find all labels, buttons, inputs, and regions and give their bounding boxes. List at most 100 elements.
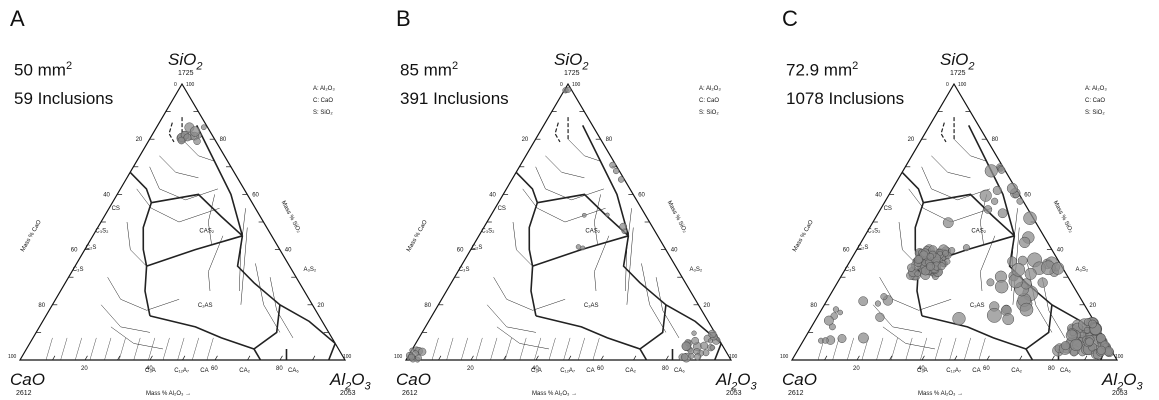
inclusion-point	[709, 344, 716, 351]
isotherm-curve	[240, 227, 248, 305]
legend-entry: S: SiO₂	[1085, 110, 1105, 116]
legend-entry: C: CaO	[699, 98, 720, 104]
inclusion-point	[613, 167, 620, 175]
isotherm-curve	[110, 326, 164, 350]
inclusion-point	[926, 252, 935, 261]
isotherm-curve	[207, 194, 215, 245]
inclusion-point	[565, 86, 572, 93]
phase-label: C₃A	[145, 368, 156, 374]
isotherm-curve	[920, 337, 928, 361]
tick-label: 60	[1024, 192, 1031, 198]
phase-boundary	[279, 304, 336, 345]
tick-label: 80	[220, 137, 227, 143]
tick-label: 100	[958, 82, 967, 88]
phase-label: CS	[498, 206, 506, 212]
tick-label: 40	[489, 192, 496, 198]
inclusion-point	[986, 307, 1002, 323]
vertex-al2o3: Al2O3	[716, 370, 757, 393]
phase-label: A₃S₂	[689, 267, 702, 273]
isotherm-curve	[872, 304, 922, 333]
inclusion-point	[605, 212, 610, 218]
tick-label: 100	[186, 82, 195, 88]
area-label: 85 mm2	[400, 60, 459, 80]
isotherm-curve	[149, 166, 219, 201]
vertex-sio2: SiO2	[554, 50, 589, 73]
inclusion-point	[837, 334, 847, 343]
isotherm-curve	[522, 188, 606, 223]
inclusion-point	[189, 126, 201, 137]
vertex-cao: CaO	[782, 370, 817, 389]
tick-label: 100	[729, 354, 738, 360]
inclusion-point	[694, 353, 702, 361]
isotherm-curve	[107, 277, 180, 311]
phase-boundary	[528, 202, 539, 267]
phase-label: A₃S₂	[1075, 267, 1088, 273]
phase-label: CS	[112, 206, 120, 212]
tick-label: 60	[71, 248, 78, 254]
legend-key: A: Al₂O₃ C: CaO S: SiO₂	[313, 83, 335, 119]
isotherm-curve	[655, 277, 680, 339]
tick-label: 40	[918, 366, 925, 372]
axis-tick	[214, 355, 218, 361]
phase-boundary	[328, 343, 336, 361]
axis-tick	[470, 355, 474, 361]
vertex-temp: 1725	[178, 70, 194, 77]
isotherm-curve	[847, 337, 854, 361]
tick-label: 100	[1115, 354, 1124, 360]
inclusion-point	[962, 244, 970, 252]
axis-tick	[600, 355, 604, 361]
phase-label: C₃S₂	[481, 228, 495, 234]
isotherm-curve	[519, 337, 527, 361]
tick-label: 80	[662, 366, 669, 372]
tick-label: 80	[606, 137, 613, 143]
inclusion-point	[914, 270, 921, 277]
isotherm-curve	[905, 337, 913, 361]
isotherm-curve	[486, 304, 536, 333]
isotherm-curve	[908, 188, 992, 223]
legend-entry: S: SiO₂	[699, 110, 719, 116]
phase-boundary	[714, 343, 722, 361]
miscibility-gap	[554, 122, 561, 143]
axis-tick	[52, 355, 56, 361]
inclusion-point	[617, 176, 625, 183]
inclusion-point	[942, 249, 949, 257]
axis-tick	[921, 355, 925, 361]
area-label: 72.9 mm2	[786, 60, 859, 80]
inclusion-point	[914, 255, 923, 264]
inclusion-point	[619, 222, 628, 231]
axis-tick	[149, 355, 153, 361]
tick-label: 60	[843, 248, 850, 254]
tick-label: 100	[343, 354, 352, 360]
phase-label: C₂AS	[970, 303, 985, 309]
tick-label: 40	[1057, 248, 1064, 254]
phase-label: C₁₂A₇	[174, 368, 189, 374]
isotherm-curve	[832, 337, 840, 361]
phase-boundary	[253, 304, 281, 350]
inclusion-point	[1037, 277, 1048, 288]
inclusion-point	[858, 332, 869, 344]
miscibility-gap	[940, 122, 947, 143]
isotherm-curve	[431, 337, 439, 361]
isotherm-curve	[534, 337, 542, 361]
phase-label: C₃A	[917, 368, 928, 374]
phase-boundary	[901, 171, 925, 203]
tick-label: 0	[560, 82, 563, 88]
phase-label: CA₂	[239, 368, 250, 374]
inclusion-point	[580, 245, 586, 251]
isotherm-curve	[964, 337, 971, 361]
tick-label: 20	[467, 366, 474, 372]
inclusion-point	[1011, 262, 1026, 277]
tick-label: 60	[252, 192, 259, 198]
inclusion-point	[1023, 211, 1037, 225]
isotherm-curve	[593, 194, 601, 245]
inclusion-point	[581, 212, 587, 218]
axis-label-bottom: Mass % Al₂O₃ →	[146, 391, 192, 397]
isotherm-curve	[879, 277, 952, 311]
phase-label: A₃S₂	[303, 267, 316, 273]
vertex-temp: 2053	[726, 390, 742, 397]
phase-label: CA₂	[1011, 368, 1022, 374]
phase-label: CA₆	[288, 368, 299, 374]
inclusion-point	[992, 185, 1002, 195]
phase-boundary	[146, 235, 243, 267]
axis-tick	[824, 355, 828, 361]
